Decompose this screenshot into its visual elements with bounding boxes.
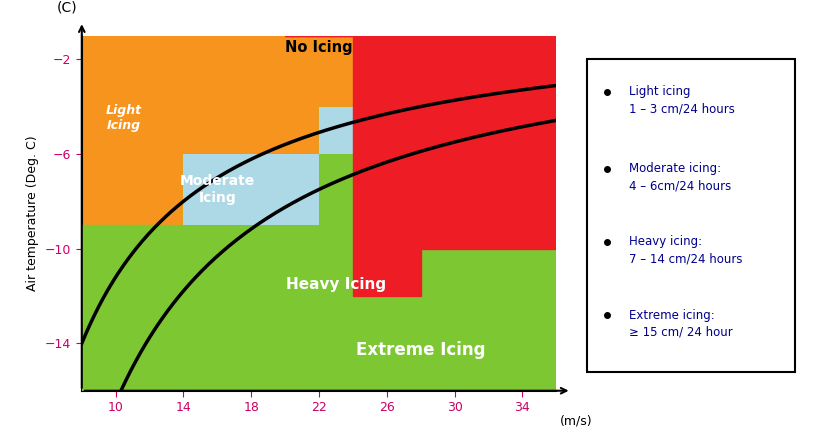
- Bar: [319, 107, 420, 154]
- Polygon shape: [285, 36, 556, 296]
- Text: No Icing: No Icing: [285, 40, 353, 55]
- Text: Extreme icing:
≥ 15 cm/ 24 hour: Extreme icing: ≥ 15 cm/ 24 hour: [629, 309, 733, 339]
- Text: Heavy icing:
7 – 14 cm/24 hours: Heavy icing: 7 – 14 cm/24 hours: [629, 235, 743, 266]
- Polygon shape: [82, 36, 556, 391]
- Text: Light
Icing: Light Icing: [106, 104, 142, 132]
- Bar: [183, 154, 319, 225]
- Bar: [420, 59, 556, 107]
- Text: Moderate icing:
4 – 6cm/24 hours: Moderate icing: 4 – 6cm/24 hours: [629, 162, 731, 192]
- Text: Heavy Icing: Heavy Icing: [286, 277, 386, 292]
- Text: (m/s): (m/s): [560, 414, 593, 428]
- Polygon shape: [82, 59, 556, 391]
- Text: Extreme Icing: Extreme Icing: [356, 341, 485, 360]
- Text: Light icing
1 – 3 cm/24 hours: Light icing 1 – 3 cm/24 hours: [629, 85, 735, 115]
- Y-axis label: Air temperature (Deg. C): Air temperature (Deg. C): [26, 135, 39, 291]
- Polygon shape: [82, 59, 556, 391]
- Text: (C): (C): [56, 0, 77, 14]
- Text: Moderate
Icing: Moderate Icing: [180, 174, 255, 205]
